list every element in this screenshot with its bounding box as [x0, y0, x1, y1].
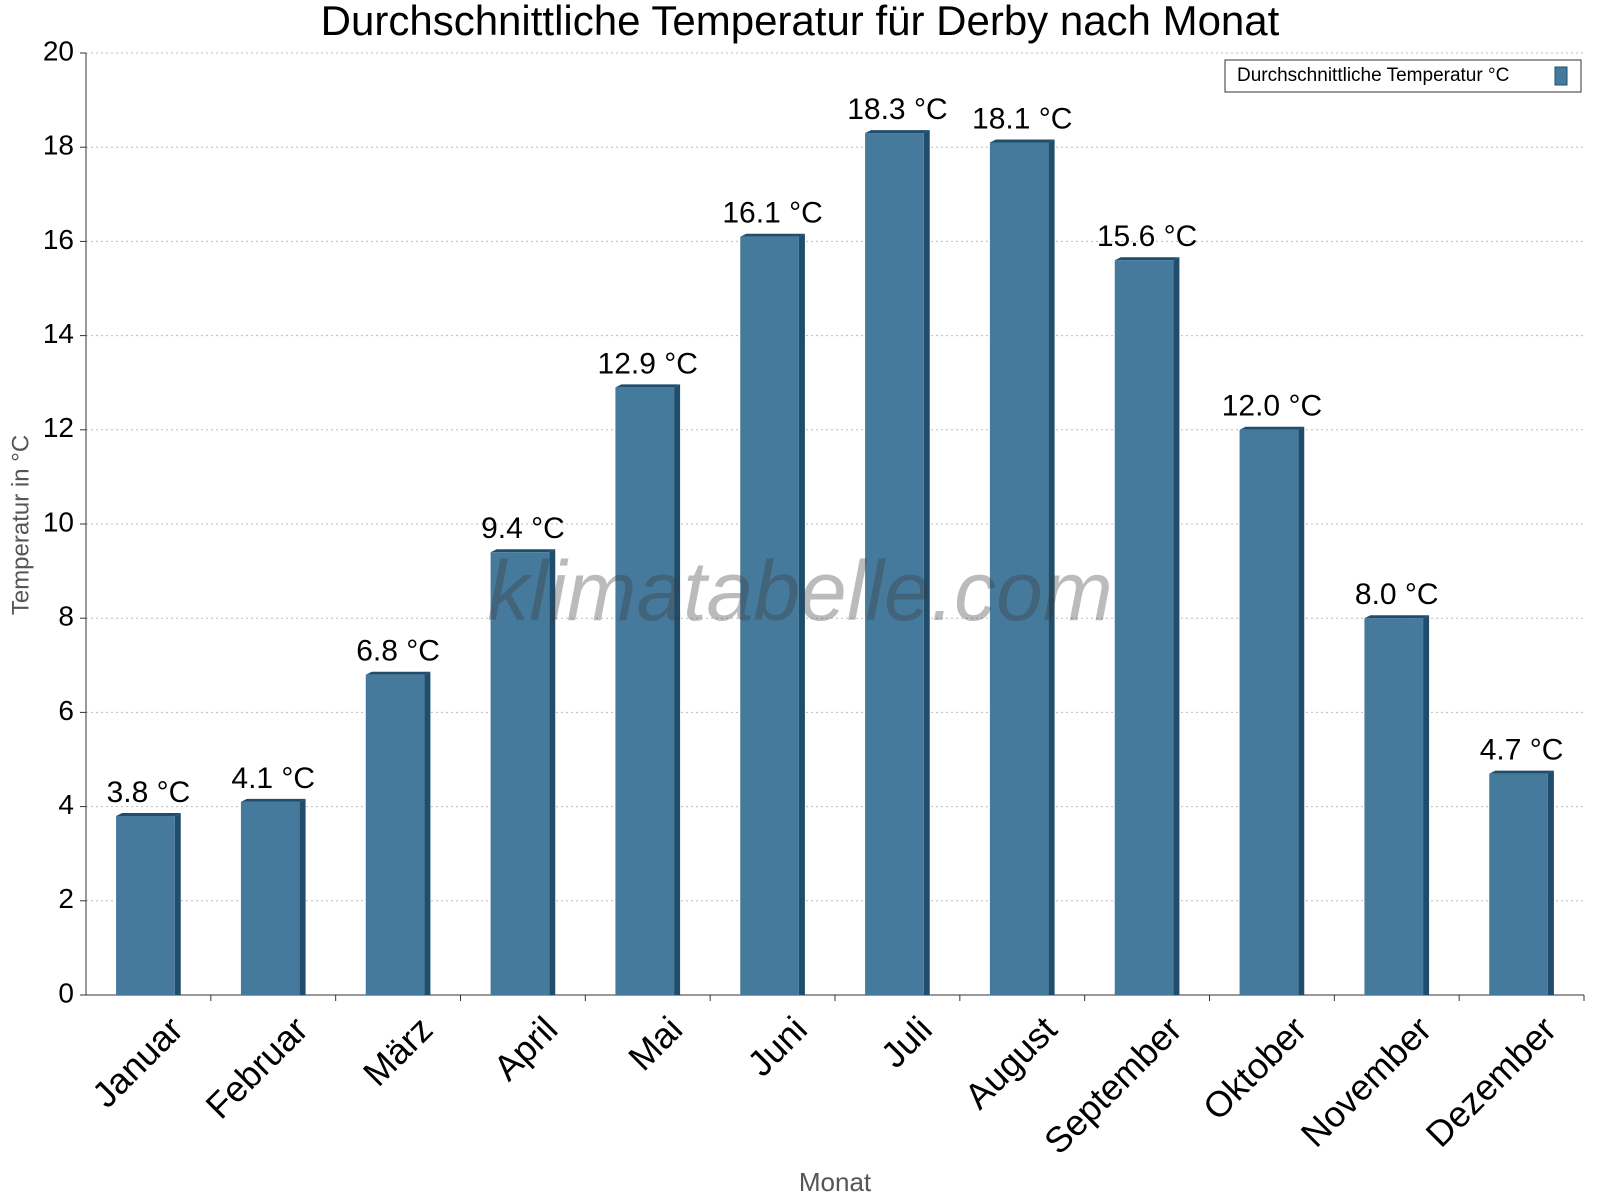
chart-title: Durchschnittliche Temperatur für Derby n…: [321, 0, 1280, 44]
bar-top: [365, 671, 431, 675]
legend-swatch: [1554, 66, 1568, 86]
value-label: 8.0 °C: [1355, 578, 1439, 611]
bar-top: [1239, 426, 1305, 430]
bar: [1114, 260, 1174, 995]
value-label: 9.4 °C: [481, 512, 565, 545]
bar: [116, 816, 175, 995]
bar: [240, 801, 300, 995]
bar: [1239, 429, 1299, 995]
y-axis-label: Temperatur in °C: [7, 435, 34, 615]
bar: [865, 133, 924, 995]
y-tick-label: 20: [43, 35, 74, 66]
bar-top: [490, 549, 556, 553]
value-label: 12.9 °C: [598, 347, 698, 380]
bar-top: [1489, 770, 1554, 774]
bar-top: [116, 813, 181, 817]
bar-side: [549, 549, 556, 995]
legend: Durchschnittliche Temperatur °C: [1224, 59, 1582, 93]
value-label: 18.3 °C: [847, 93, 947, 126]
y-tick-label: 16: [43, 224, 74, 255]
y-tick-label: 12: [43, 412, 74, 443]
bar-top: [1114, 257, 1180, 261]
value-label: 3.8 °C: [107, 776, 191, 809]
watermark: klimatabelle.com: [487, 544, 1113, 638]
bar-side: [424, 671, 431, 995]
y-tick-label: 14: [43, 318, 74, 349]
bar-side: [674, 384, 681, 995]
bar-side: [923, 130, 930, 995]
value-label: 4.7 °C: [1480, 734, 1564, 767]
bar: [615, 387, 675, 995]
bar-side: [1298, 426, 1305, 995]
y-tick-label: 0: [58, 977, 74, 1008]
bar-top: [240, 798, 306, 802]
bar-top: [989, 139, 1055, 143]
y-tick-label: 6: [58, 695, 74, 726]
bar: [989, 142, 1049, 996]
value-label: 16.1 °C: [722, 197, 822, 230]
x-axis-label: Monat: [799, 1167, 872, 1197]
bar: [365, 674, 425, 995]
bar-top: [865, 130, 930, 134]
y-tick-label: 18: [43, 130, 74, 161]
y-tick-label: 8: [58, 601, 74, 632]
bar-top: [1364, 615, 1430, 619]
bar-side: [1547, 770, 1554, 995]
bar-side: [174, 813, 181, 995]
value-label: 12.0 °C: [1222, 390, 1322, 423]
bar-side: [1423, 615, 1430, 995]
bar-side: [1048, 139, 1055, 996]
y-tick-label: 2: [58, 883, 74, 914]
legend-box: [1224, 59, 1582, 93]
bar-top: [740, 233, 805, 237]
bar-top: [615, 384, 681, 388]
value-label: 18.1 °C: [972, 102, 1072, 135]
bar-side: [798, 233, 805, 995]
y-tick-label: 4: [58, 789, 74, 820]
value-label: 4.1 °C: [231, 762, 315, 795]
bar-side: [1173, 257, 1180, 995]
bar: [1489, 773, 1548, 995]
bar: [740, 236, 799, 995]
value-label: 15.6 °C: [1097, 220, 1197, 253]
y-tick-label: 10: [43, 506, 74, 537]
bar-side: [299, 798, 306, 995]
bar: [1364, 618, 1424, 995]
legend-label: Durchschnittliche Temperatur °C: [1237, 65, 1509, 86]
bar: [490, 552, 550, 995]
value-label: 6.8 °C: [356, 635, 440, 668]
